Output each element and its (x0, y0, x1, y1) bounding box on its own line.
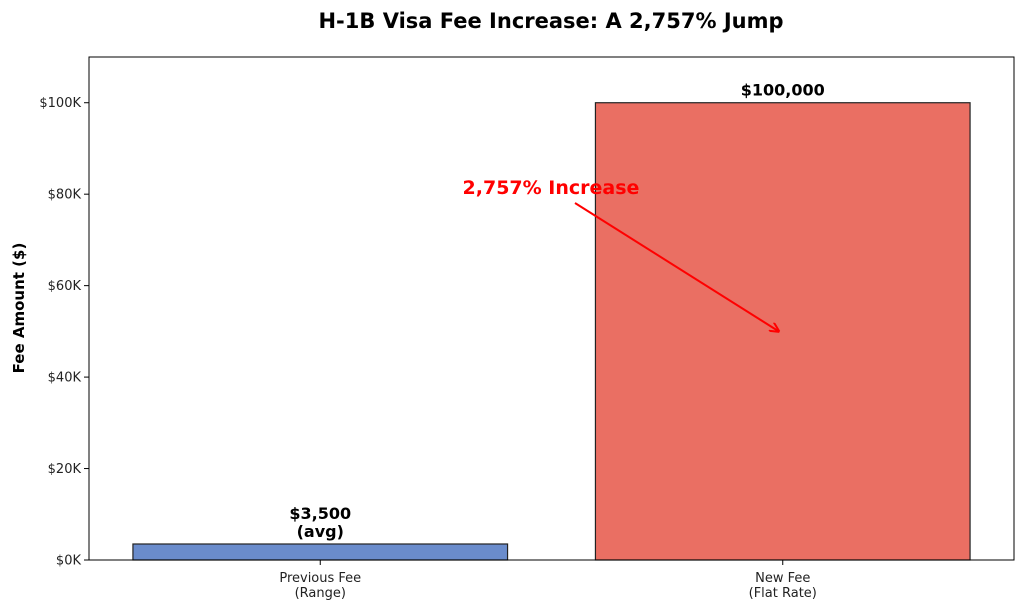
increase-annotation: 2,757% Increase (463, 177, 779, 331)
chart-title: H-1B Visa Fee Increase: A 2,757% Jump (318, 9, 783, 33)
y-tick-label: $100K (39, 96, 81, 111)
y-tick-label: $80K (48, 188, 82, 203)
x-tick-label: Previous Fee (Range) (279, 571, 361, 601)
y-tick-label: $0K (56, 554, 82, 569)
bar-previous-fee (132, 543, 509, 561)
x-tick-label: New Fee (Flat Rate) (749, 571, 817, 601)
data-label: $100,000 (741, 81, 825, 100)
category-labels-layer: Previous Fee (Range) New Fee (Flat Rate) (279, 560, 817, 601)
bars-layer (132, 102, 971, 561)
data-label: $3,500 (avg) (289, 504, 351, 541)
y-axis-label: Fee Amount ($) (10, 243, 28, 374)
plot-area-frame (88, 56, 1015, 561)
data-labels-layer: $3,500 (avg) $100,000 (289, 81, 824, 541)
annotation-text: 2,757% Increase (463, 177, 640, 199)
y-tick-label: $60K (48, 279, 82, 294)
annotation-arrow (574, 202, 779, 331)
y-tick-label: $20K (48, 462, 82, 477)
y-tick-label: $40K (48, 371, 82, 386)
y-ticks-layer: $0K $20K $40K $60K $80K $100K (39, 96, 89, 569)
bar-new-fee (594, 102, 971, 561)
